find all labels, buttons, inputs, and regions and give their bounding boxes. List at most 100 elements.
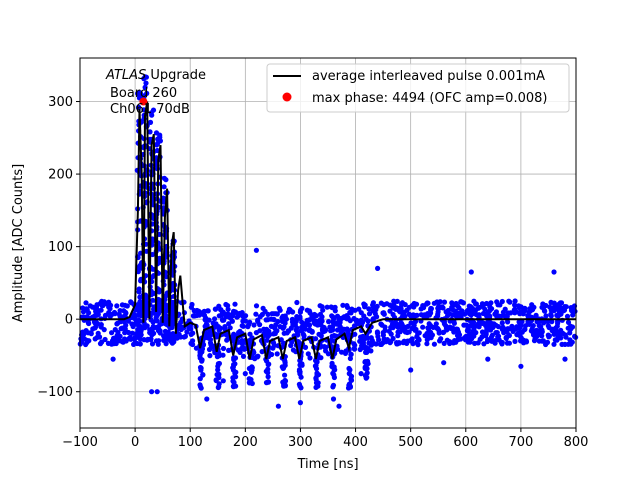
scatter-point (214, 354, 220, 360)
scatter-point (298, 374, 304, 380)
scatter-point (290, 321, 296, 327)
scatter-point (382, 327, 388, 334)
scatter-point (307, 327, 313, 333)
scatter-point (456, 305, 462, 311)
scatter-point (501, 326, 507, 333)
scatter-point (488, 327, 494, 333)
x-tick-label: 0 (131, 435, 139, 450)
scatter-point (374, 314, 380, 320)
scatter-point (436, 330, 442, 336)
scatter-point (230, 364, 236, 370)
scatter-point (487, 313, 493, 319)
scatter-point (334, 321, 340, 327)
scatter-point (111, 341, 117, 347)
scatter-point (271, 316, 277, 323)
scatter-point (220, 309, 226, 315)
scatter-point (280, 340, 287, 347)
annotation-line-1: ATLAS Upgrade (105, 68, 206, 83)
scatter-point (98, 307, 104, 313)
y-axis-ticks: −100 0 100 200 300 (37, 95, 80, 400)
scatter-point (364, 349, 370, 355)
scatter-point (468, 269, 474, 275)
scatter-point (551, 331, 557, 337)
scatter-point (495, 302, 501, 308)
scatter-point (153, 130, 160, 136)
scatter-point (122, 302, 128, 308)
scatter-point (546, 333, 553, 339)
scatter-point (431, 341, 437, 347)
scatter-point (568, 323, 574, 329)
scatter-point (149, 326, 155, 332)
annotation-line-3: Ch061 70dB (110, 102, 190, 117)
x-tick-label: 300 (288, 435, 313, 450)
scatter-point (265, 333, 271, 339)
scatter-point (199, 357, 205, 363)
scatter-point (94, 334, 100, 340)
scatter-point (279, 364, 285, 370)
scatter-point (554, 323, 560, 329)
scatter-point (344, 326, 350, 332)
x-tick-label: 200 (233, 435, 258, 450)
scatter-point (340, 302, 346, 308)
scatter-point (373, 341, 379, 347)
scatter-point (191, 308, 197, 314)
scatter-point (441, 321, 447, 327)
scatter-point (257, 314, 263, 320)
scatter-point (336, 403, 342, 409)
atlas-annotation: ATLAS Upgrade Board 260 Ch061 70dB (105, 68, 206, 117)
scatter-point (225, 311, 231, 317)
scatter-point (565, 319, 572, 325)
scatter-point (132, 336, 138, 342)
scatter-point (311, 320, 317, 326)
scatter-point (212, 316, 218, 322)
scatter-point (441, 299, 448, 305)
scatter-point (239, 323, 245, 329)
scatter-point (273, 322, 279, 328)
scatter-point (324, 304, 330, 310)
scatter-point (563, 334, 569, 340)
scatter-point (153, 317, 159, 323)
scatter-point (404, 340, 410, 346)
scatter-point (440, 329, 446, 336)
scatter-point (178, 319, 184, 325)
scatter-point (264, 337, 270, 343)
scatter-point (92, 320, 98, 326)
scatter-point (559, 341, 565, 347)
scatter-point (216, 313, 222, 319)
scatter-point (216, 326, 223, 333)
scatter-point (352, 342, 358, 348)
scatter-point (243, 313, 249, 319)
scatter-point (511, 307, 517, 313)
scatter-point (473, 301, 479, 307)
scatter-point (281, 382, 287, 388)
scatter-point (428, 307, 434, 313)
y-tick-label: 200 (48, 168, 73, 183)
scatter-point (529, 326, 535, 332)
scatter-point (257, 328, 263, 334)
scatter-point (341, 314, 347, 320)
scatter-point (282, 372, 288, 378)
scatter-point (319, 318, 325, 324)
scatter-point (330, 327, 336, 333)
scatter-point (314, 359, 320, 365)
scatter-point (102, 336, 108, 343)
scatter-point (200, 309, 206, 315)
scatter-point (526, 309, 532, 315)
scatter-point (387, 308, 393, 314)
scatter-point (190, 330, 196, 336)
scatter-point (143, 80, 149, 86)
scatter-point (461, 322, 467, 328)
scatter-point (363, 373, 369, 379)
scatter-point (254, 354, 260, 360)
scatter-point (135, 90, 141, 97)
scatter-point (346, 365, 352, 372)
scatter-point (306, 308, 312, 314)
scatter-point (418, 312, 424, 318)
scatter-point (240, 339, 246, 345)
scatter-point (293, 327, 299, 333)
scatter-point (197, 376, 203, 382)
scatter-point (268, 323, 274, 329)
scatter-point (344, 303, 350, 309)
scatter-point (203, 333, 209, 339)
scatter-point (564, 313, 571, 319)
